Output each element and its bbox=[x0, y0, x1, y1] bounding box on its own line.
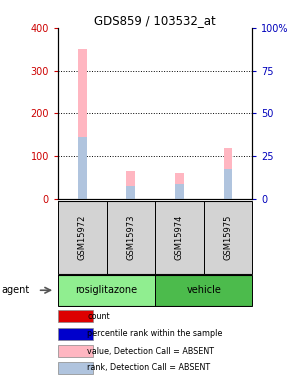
Bar bbox=[155, 275, 252, 306]
Text: GSM15973: GSM15973 bbox=[126, 214, 135, 260]
Bar bbox=[58, 310, 93, 322]
Bar bbox=[58, 345, 93, 357]
Bar bbox=[58, 201, 107, 274]
Bar bbox=[224, 169, 232, 199]
Text: agent: agent bbox=[1, 285, 30, 295]
Bar bbox=[107, 201, 155, 274]
Bar bbox=[58, 275, 155, 306]
Bar bbox=[155, 201, 204, 274]
Text: GSM15974: GSM15974 bbox=[175, 214, 184, 260]
Text: value, Detection Call = ABSENT: value, Detection Call = ABSENT bbox=[87, 347, 214, 356]
Title: GDS859 / 103532_at: GDS859 / 103532_at bbox=[94, 14, 216, 27]
Text: percentile rank within the sample: percentile rank within the sample bbox=[87, 329, 222, 338]
Bar bbox=[58, 328, 93, 340]
Bar bbox=[126, 186, 135, 199]
Bar bbox=[78, 137, 87, 199]
Bar bbox=[204, 201, 252, 274]
Text: GSM15975: GSM15975 bbox=[224, 214, 233, 260]
Text: count: count bbox=[87, 312, 110, 321]
Bar bbox=[175, 173, 184, 199]
Text: GSM15972: GSM15972 bbox=[78, 214, 87, 260]
Bar bbox=[126, 171, 135, 199]
Text: rank, Detection Call = ABSENT: rank, Detection Call = ABSENT bbox=[87, 363, 210, 372]
Text: vehicle: vehicle bbox=[186, 285, 221, 295]
Text: rosiglitazone: rosiglitazone bbox=[75, 285, 138, 295]
Bar bbox=[58, 362, 93, 374]
Bar bbox=[78, 50, 87, 199]
Bar bbox=[175, 184, 184, 199]
Bar bbox=[224, 148, 232, 199]
